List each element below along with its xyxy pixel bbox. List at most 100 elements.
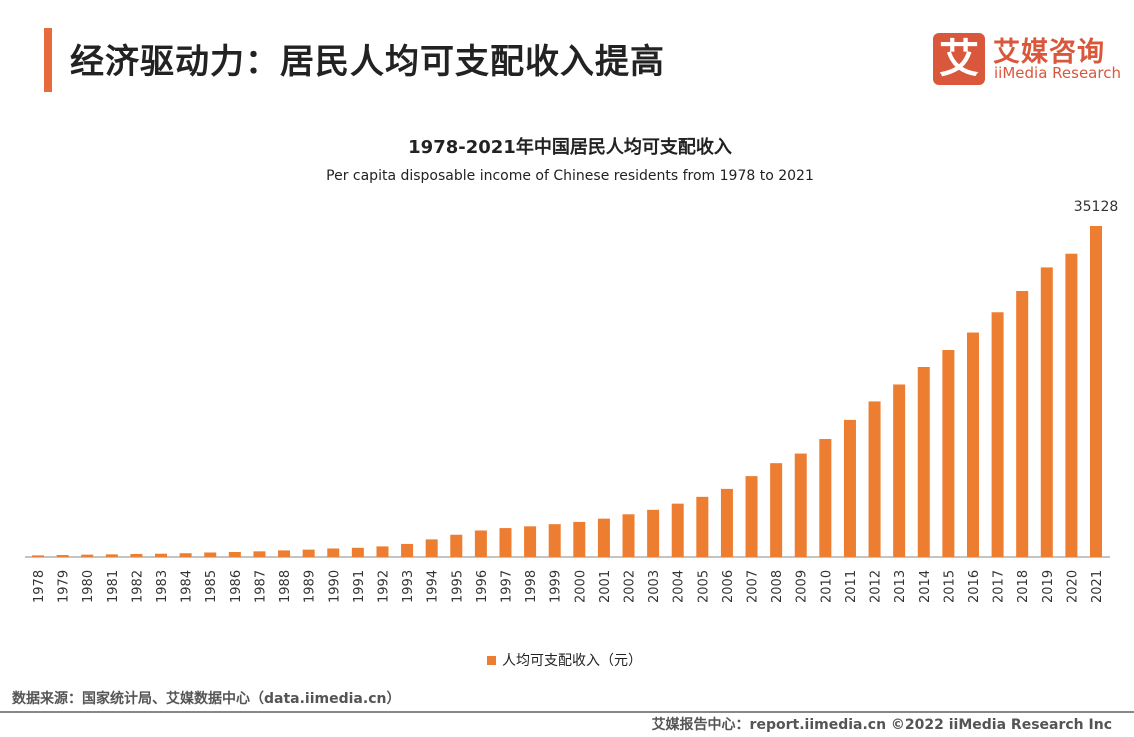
bar-1990 (327, 548, 340, 557)
x-tick-label: 1982 (130, 570, 145, 603)
title-accent-bar (44, 28, 52, 92)
bar-1996 (474, 530, 487, 557)
x-tick-label: 2004 (672, 570, 687, 603)
x-tick-label: 2003 (647, 570, 662, 603)
x-tick-label: 1984 (180, 570, 195, 603)
x-tick-label: 2000 (573, 570, 588, 603)
bar-1985 (204, 552, 217, 557)
bar-2006 (720, 488, 733, 557)
x-tick-label: 2010 (819, 570, 834, 603)
bar-2000 (573, 521, 586, 557)
bar-1999 (548, 524, 561, 557)
footer-divider (0, 711, 1134, 713)
x-tick-label: 2006 (721, 570, 736, 603)
x-tick-label: 1986 (229, 570, 244, 603)
x-tick-label: 1978 (32, 570, 47, 603)
bar-2008 (770, 463, 783, 557)
bar-2002 (622, 514, 635, 557)
bar-1995 (450, 534, 463, 557)
x-tick-label: 2007 (746, 570, 761, 603)
bar-1983 (155, 553, 168, 557)
x-tick-label: 1987 (253, 570, 268, 603)
x-tick-label: 1980 (81, 570, 96, 603)
x-tick-label: 1995 (450, 570, 465, 603)
bar-1992 (376, 546, 389, 557)
bar-2011 (843, 419, 856, 557)
bar-1991 (351, 547, 364, 557)
logo-text-cn: 艾媒咨询 (993, 37, 1105, 68)
bar-2013 (893, 384, 906, 557)
x-tick-label: 2013 (893, 570, 908, 603)
bar-2018 (1016, 291, 1029, 557)
bar-1986 (228, 552, 241, 557)
page-title: 经济驱动力：居民人均可支配收入提高 (70, 42, 665, 82)
bar-1982 (130, 553, 143, 557)
x-tick-label: 1991 (352, 570, 367, 603)
bar-1978 (32, 555, 44, 557)
chart-title: 1978-2021年中国居民人均可支配收入 (408, 137, 732, 158)
bar-1994 (425, 539, 438, 557)
footer-text: 艾媒报告中心：report.iimedia.cn ©2022 iiMedia R… (651, 717, 1112, 733)
bar-1981 (105, 554, 118, 557)
x-tick-label: 2014 (918, 570, 933, 603)
x-tick-label: 2020 (1065, 570, 1080, 603)
bar-1984 (179, 553, 192, 557)
x-tick-label: 2015 (942, 570, 957, 603)
x-tick-label: 2017 (992, 570, 1007, 603)
bar-1998 (524, 526, 537, 557)
bar-1980 (81, 554, 94, 557)
bar-2016 (966, 332, 979, 557)
logo-icon: 艾 (933, 33, 985, 85)
logo-text-en: iiMedia Research (994, 64, 1121, 82)
legend-swatch (487, 655, 496, 665)
x-tick-label: 2019 (1041, 570, 1056, 603)
bar-2005 (696, 496, 709, 557)
bar-2009 (794, 453, 807, 557)
bar-1988 (278, 550, 291, 557)
x-tick-label: 1990 (327, 570, 342, 603)
x-tick-label: 1989 (303, 570, 318, 603)
x-tick-label: 1997 (499, 570, 514, 603)
x-tick-label: 2021 (1090, 570, 1105, 603)
bar-2017 (991, 312, 1004, 557)
bar-chart: 1978 1979 1980 1981 1982 1983 1984 1985 1986 1987… (25, 199, 1119, 603)
x-tick-label: 1998 (524, 570, 539, 603)
x-tick-label: 1979 (57, 570, 72, 603)
bar-1989 (302, 549, 315, 557)
bar-1993 (401, 543, 414, 557)
bar-2004 (671, 503, 684, 557)
chart-subtitle: Per capita disposable income of Chinese … (326, 168, 814, 184)
x-tick-label: 2005 (696, 570, 711, 603)
data-source: 数据来源：国家统计局、艾媒数据中心（data.iimedia.cn） (12, 691, 401, 707)
x-tick-label: 1988 (278, 570, 293, 603)
x-tick-label: 2011 (844, 570, 859, 603)
bar-2014 (917, 366, 930, 557)
bar-1979 (56, 555, 69, 557)
bar-2007 (745, 476, 758, 557)
bar-2001 (597, 518, 610, 557)
bar-2021 (1090, 226, 1102, 557)
bar-1997 (499, 528, 512, 557)
x-tick-label: 1992 (376, 570, 391, 603)
legend: 人均可支配收入（元） (487, 650, 642, 670)
bar-1987 (253, 551, 266, 557)
bar-2012 (868, 401, 881, 557)
x-tick-label: 1996 (475, 570, 490, 603)
x-tick-label: 1985 (204, 570, 219, 603)
x-tick-label: 2001 (598, 570, 613, 603)
x-tick-label: 2012 (869, 570, 884, 603)
x-tick-label: 2009 (795, 570, 810, 603)
bar-2003 (647, 509, 660, 557)
x-tick-label: 2018 (1016, 570, 1031, 603)
data-label: 35128 (1074, 199, 1119, 215)
x-tick-label: 1983 (155, 570, 170, 603)
x-tick-label: 1981 (106, 570, 121, 603)
legend-label: 人均可支配收入（元） (502, 653, 642, 669)
x-tick-label: 2016 (967, 570, 982, 603)
x-tick-label: 1999 (549, 570, 564, 603)
x-tick-label: 1994 (426, 570, 441, 603)
bar-2015 (942, 350, 955, 557)
bar-2019 (1040, 267, 1053, 557)
x-tick-label: 1993 (401, 570, 416, 603)
x-tick-label: 2002 (623, 570, 638, 603)
